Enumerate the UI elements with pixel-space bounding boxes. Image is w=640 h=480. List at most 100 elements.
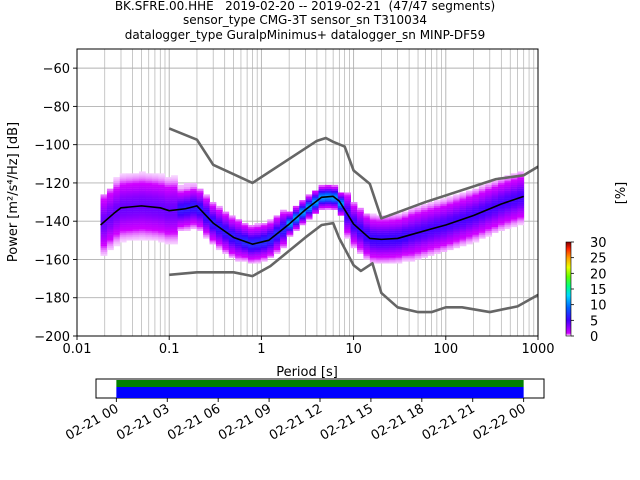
heatmap-cell <box>350 219 358 222</box>
heatmap-cell <box>280 232 287 235</box>
heatmap-cell <box>491 213 499 216</box>
heatmap-cell <box>151 173 159 176</box>
heatmap-cell <box>408 219 416 222</box>
heatmap-cell <box>145 203 153 207</box>
heatmap-cell <box>510 186 518 189</box>
heatmap-cell <box>119 225 127 228</box>
heatmap-cell <box>126 223 133 226</box>
heatmap-cell <box>273 236 281 239</box>
heatmap-cell <box>119 203 127 207</box>
heatmap-cell <box>440 240 448 243</box>
heatmap-cell <box>363 244 371 247</box>
heatmap-cell <box>171 186 178 189</box>
heatmap-cell <box>215 217 223 220</box>
heatmap-cell <box>171 194 178 197</box>
heatmap-cell <box>203 223 210 226</box>
heatmap-cell <box>209 225 217 228</box>
heatmap-cell <box>215 240 223 243</box>
heatmap-cell <box>427 219 435 222</box>
heatmap-cell <box>241 228 249 231</box>
heatmap-cell <box>183 188 191 191</box>
heatmap-cell <box>369 249 377 253</box>
heatmap-cell <box>485 230 493 233</box>
heatmap-cell <box>466 202 473 205</box>
heatmap-cell <box>100 226 108 230</box>
heatmap-cell <box>491 181 499 184</box>
heatmap-cell <box>106 228 114 231</box>
heatmap-cell <box>498 215 505 218</box>
heatmap-cell <box>472 209 480 212</box>
heatmap-cell <box>113 207 121 210</box>
heatmap-cell <box>357 215 364 218</box>
heatmap-cell <box>421 249 428 253</box>
heatmap-cell <box>344 234 351 237</box>
heatmap-cell <box>446 209 454 212</box>
heatmap-cell <box>517 179 525 182</box>
heatmap-cell <box>260 251 268 254</box>
heatmap-cell <box>100 228 108 231</box>
heatmap-cell <box>510 215 518 218</box>
heatmap-cell <box>196 226 204 230</box>
heatmap-cell <box>132 188 140 191</box>
heatmap-cell <box>357 244 364 247</box>
heatmap-cell <box>126 181 133 184</box>
heatmap-cell <box>382 261 390 264</box>
heatmap-cell <box>164 219 172 222</box>
heatmap-cell <box>126 203 133 207</box>
heatmap-cell <box>401 213 409 216</box>
heatmap-cell <box>517 194 525 197</box>
heatmap-cell <box>203 219 210 222</box>
heatmap-cell <box>228 246 236 249</box>
heatmap-cell <box>106 198 114 201</box>
heatmap-cell <box>100 236 108 239</box>
heatmap-cell <box>248 226 255 230</box>
heatmap-cell <box>363 217 371 220</box>
heatmap-cell <box>299 205 307 208</box>
heatmap-cell <box>485 194 493 197</box>
heatmap-cell <box>151 196 159 199</box>
heatmap-cell <box>401 230 409 233</box>
heatmap-cell <box>183 209 191 212</box>
heatmap-cell <box>421 253 428 256</box>
heatmap-cell <box>446 202 454 205</box>
heatmap-cell <box>113 190 121 193</box>
colorbar <box>565 241 572 337</box>
heatmap-cell <box>203 217 210 220</box>
heatmap-cell <box>164 207 172 210</box>
heatmap-cell <box>177 228 185 231</box>
heatmap-cell <box>273 240 281 243</box>
heatmap-cell <box>395 257 403 260</box>
heatmap-cell <box>132 192 140 195</box>
heatmap-cell <box>472 236 480 239</box>
heatmap-cell <box>350 211 358 214</box>
heatmap-cell <box>382 221 390 224</box>
heatmap-cell <box>395 246 403 249</box>
heatmap-cell <box>151 207 159 210</box>
heatmap-cell <box>132 196 140 199</box>
heatmap-cell <box>158 236 166 239</box>
heatmap-cell <box>209 236 217 239</box>
heatmap-cell <box>126 234 133 237</box>
heatmap-cell <box>466 194 473 197</box>
heatmap-cell <box>145 173 153 176</box>
heatmap-cell <box>466 223 473 226</box>
heatmap-cell <box>510 192 518 195</box>
heatmap-cell <box>478 186 486 189</box>
heatmap-cell <box>273 225 281 228</box>
heatmap-cell <box>151 209 159 212</box>
heatmap-cell <box>498 205 505 208</box>
heatmap-cell <box>100 203 108 207</box>
heatmap-cell <box>504 223 512 226</box>
heatmap-cell <box>401 247 409 251</box>
heatmap-cell <box>466 228 473 231</box>
heatmap-cell <box>421 203 428 207</box>
heatmap-cell <box>228 215 236 218</box>
heatmap-cell <box>414 249 422 253</box>
heatmap-cell <box>113 221 121 224</box>
colorbar-tick-label: 30 <box>590 236 607 251</box>
heatmap-cell <box>389 221 396 224</box>
heatmap-cell <box>324 200 332 203</box>
heatmap-cell <box>139 181 146 184</box>
heatmap-cell <box>119 177 127 180</box>
heatmap-cell <box>318 203 326 207</box>
